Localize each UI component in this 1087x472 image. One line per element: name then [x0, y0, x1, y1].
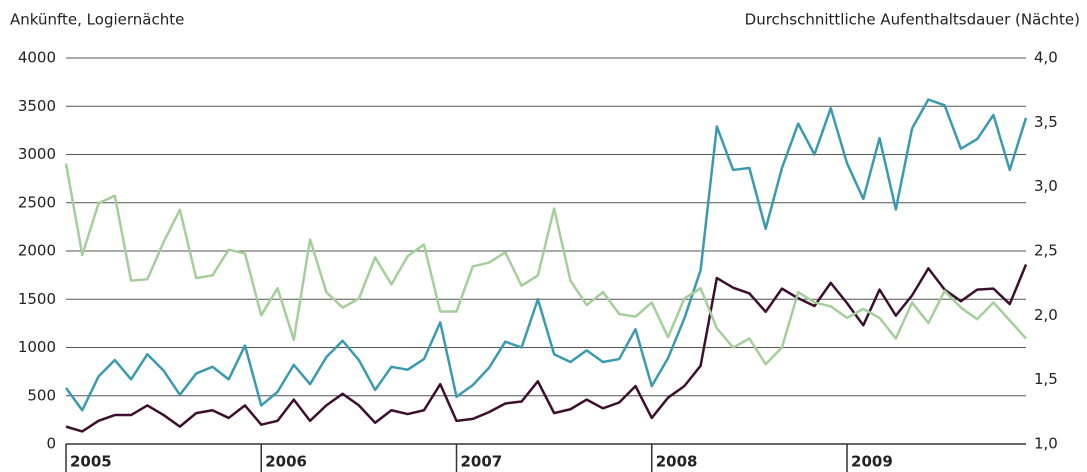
line-series — [65, 264, 1028, 433]
y-tick-label: 0 — [46, 435, 56, 453]
y-tick-label: 3500 — [18, 97, 56, 115]
y2-tick-label: 2,5 — [1034, 242, 1058, 260]
y2-tick-label: 3,5 — [1034, 113, 1058, 131]
y-tick-label: 1000 — [18, 338, 56, 356]
y-tick-label: 2000 — [18, 242, 56, 260]
y-tick-label: 3000 — [18, 145, 56, 163]
y-axis-label: Ankünfte, Logiernächte — [10, 11, 184, 29]
y2-axis-label: Durchschnittliche Aufenthaltsdauer (Näch… — [745, 11, 1080, 29]
x-tick-label: 2005 — [70, 453, 112, 471]
x-tick-label: 2007 — [461, 453, 503, 471]
y-tick-label: 4000 — [18, 49, 56, 67]
y2-tick-label: 4,0 — [1034, 49, 1058, 67]
y2-tick-label: 3,0 — [1034, 177, 1058, 195]
x-tick-label: 2006 — [265, 453, 307, 471]
y-tick-label: 2500 — [18, 193, 56, 211]
y2-tick-label: 2,0 — [1034, 306, 1058, 324]
line-series — [64, 98, 1028, 412]
line-series — [64, 163, 1027, 366]
x-tick-label: 2008 — [656, 453, 698, 471]
y2-tick-label: 1,5 — [1034, 370, 1058, 388]
x-tick-label: 2009 — [851, 453, 893, 471]
y-tick-label: 500 — [27, 386, 56, 404]
y-tick-label: 1500 — [18, 290, 56, 308]
y2-tick-label: 1,0 — [1034, 435, 1058, 453]
